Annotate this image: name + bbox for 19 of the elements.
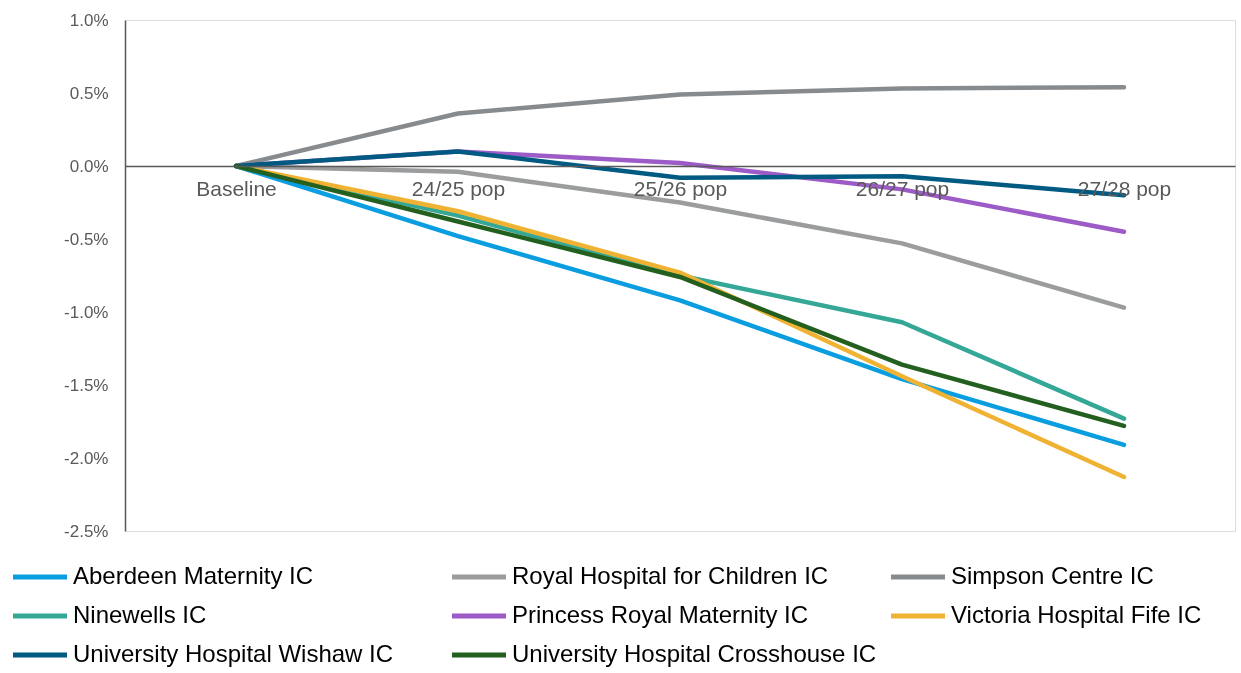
x-tick-label: 24/25 pop <box>411 176 506 200</box>
legend-label: Ninewells IC <box>73 601 207 628</box>
legend-label: Simpson Centre IC <box>951 562 1154 589</box>
y-tick-label: -0.5% <box>64 229 109 249</box>
y-tick-label: -1.0% <box>64 302 109 322</box>
legend-label: Victoria Hospital Fife IC <box>951 601 1202 628</box>
y-tick-label: -2.0% <box>64 448 109 468</box>
x-tick-label: 25/26 pop <box>633 176 728 200</box>
y-tick-label: 0.0% <box>69 156 109 176</box>
legend-label: University Hospital Crosshouse IC <box>512 640 877 667</box>
legend-label: University Hospital Wishaw IC <box>73 640 394 667</box>
y-tick-label: 0.5% <box>69 83 109 103</box>
legend-label: Princess Royal Maternity IC <box>512 601 809 628</box>
y-tick-label: -1.5% <box>64 375 109 395</box>
legend-label: Royal Hospital for Children IC <box>512 562 829 589</box>
x-tick-label: Baseline <box>196 176 277 200</box>
legend-label: Aberdeen Maternity IC <box>73 562 314 589</box>
y-tick-label: -2.5% <box>64 521 109 541</box>
y-tick-label: 1.0% <box>69 10 109 30</box>
